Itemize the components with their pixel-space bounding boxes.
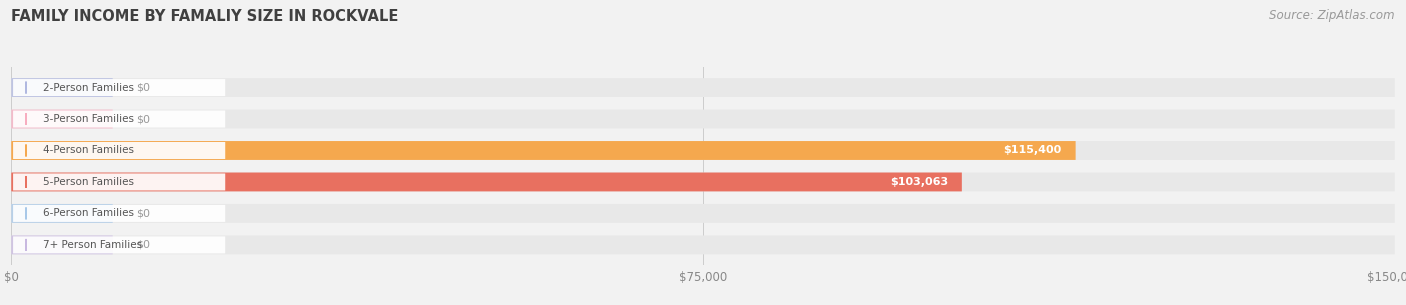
Text: 3-Person Families: 3-Person Families xyxy=(42,114,134,124)
FancyBboxPatch shape xyxy=(11,204,112,223)
FancyBboxPatch shape xyxy=(13,79,225,96)
Text: $0: $0 xyxy=(136,114,150,124)
FancyBboxPatch shape xyxy=(11,78,112,97)
Text: $103,063: $103,063 xyxy=(890,177,948,187)
Text: $115,400: $115,400 xyxy=(1004,145,1062,156)
FancyBboxPatch shape xyxy=(11,173,962,192)
Text: $0: $0 xyxy=(136,240,150,250)
FancyBboxPatch shape xyxy=(11,235,112,254)
Text: $0: $0 xyxy=(136,83,150,92)
FancyBboxPatch shape xyxy=(11,141,1395,160)
Text: Source: ZipAtlas.com: Source: ZipAtlas.com xyxy=(1270,9,1395,22)
FancyBboxPatch shape xyxy=(13,174,225,190)
Text: $0: $0 xyxy=(136,208,150,218)
FancyBboxPatch shape xyxy=(11,173,1395,192)
FancyBboxPatch shape xyxy=(13,110,225,127)
Text: 4-Person Families: 4-Person Families xyxy=(42,145,134,156)
FancyBboxPatch shape xyxy=(11,109,1395,128)
Text: 6-Person Families: 6-Person Families xyxy=(42,208,134,218)
FancyBboxPatch shape xyxy=(11,78,1395,97)
Text: 5-Person Families: 5-Person Families xyxy=(42,177,134,187)
FancyBboxPatch shape xyxy=(13,142,225,159)
FancyBboxPatch shape xyxy=(11,141,1076,160)
FancyBboxPatch shape xyxy=(13,236,225,253)
FancyBboxPatch shape xyxy=(11,204,1395,223)
FancyBboxPatch shape xyxy=(11,235,1395,254)
Text: FAMILY INCOME BY FAMALIY SIZE IN ROCKVALE: FAMILY INCOME BY FAMALIY SIZE IN ROCKVAL… xyxy=(11,9,399,24)
Text: 2-Person Families: 2-Person Families xyxy=(42,83,134,92)
Text: 7+ Person Families: 7+ Person Families xyxy=(42,240,142,250)
FancyBboxPatch shape xyxy=(13,205,225,222)
FancyBboxPatch shape xyxy=(11,109,112,128)
